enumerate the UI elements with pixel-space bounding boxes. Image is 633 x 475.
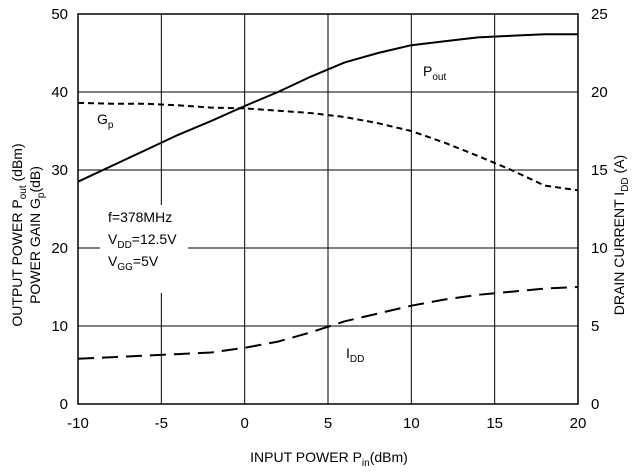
y-right-tick-label: 10 [591,240,608,257]
y-right-tick-label: 15 [591,162,608,179]
x-tick-label: 20 [570,415,587,432]
x-tick-label: 0 [240,415,248,432]
series-label-background-gp [93,106,123,130]
plot-border [77,13,579,405]
series-label-idd: IDD [346,345,364,365]
series-line-pout [77,33,578,183]
y-axis-right-label: DRAIN CURRENT IDD (A) [611,155,631,315]
y-right-tick-label: 20 [591,84,608,101]
y-axis-left-label-line1: OUTPUT POWER Pout (dBm) [9,143,29,326]
y-left-tick-label: 30 [51,162,68,179]
annotation-frequency: f=378MHz [108,209,172,225]
series-label-background-idd [342,341,380,365]
plot-frame [77,13,579,405]
y-axis-left-label-line2: POWER GAIN Gp(dB) [27,166,47,304]
annotation-vgg: VGG=5V [108,253,159,273]
series-line-idd [77,286,579,360]
x-tick-label: 5 [324,415,332,432]
series-layer [77,33,579,360]
annotation-background [100,205,188,293]
y-left-tick-label: 20 [51,240,68,257]
y-right-tick-label: 25 [591,6,608,23]
series-line-gp [77,101,579,192]
series-label-pout: Pout [423,63,446,83]
series-label-background-pout [420,58,466,82]
x-axis-label: INPUT POWER Pin(dBm) [250,449,408,469]
y-left-tick-label: 50 [51,6,68,23]
x-tick-label: -10 [67,415,89,432]
y-right-tick-label: 0 [591,396,599,413]
annotation-vdd: VDD=12.5V [108,231,177,251]
y-left-tick-label: 0 [60,396,68,413]
y-left-tick-label: 10 [51,318,68,335]
x-tick-label: -5 [155,415,168,432]
x-tick-label: 10 [403,415,420,432]
x-tick-label: 15 [486,415,503,432]
series-label-gp: Gp [97,111,114,131]
y-right-tick-label: 5 [591,318,599,335]
y-left-tick-label: 40 [51,84,68,101]
